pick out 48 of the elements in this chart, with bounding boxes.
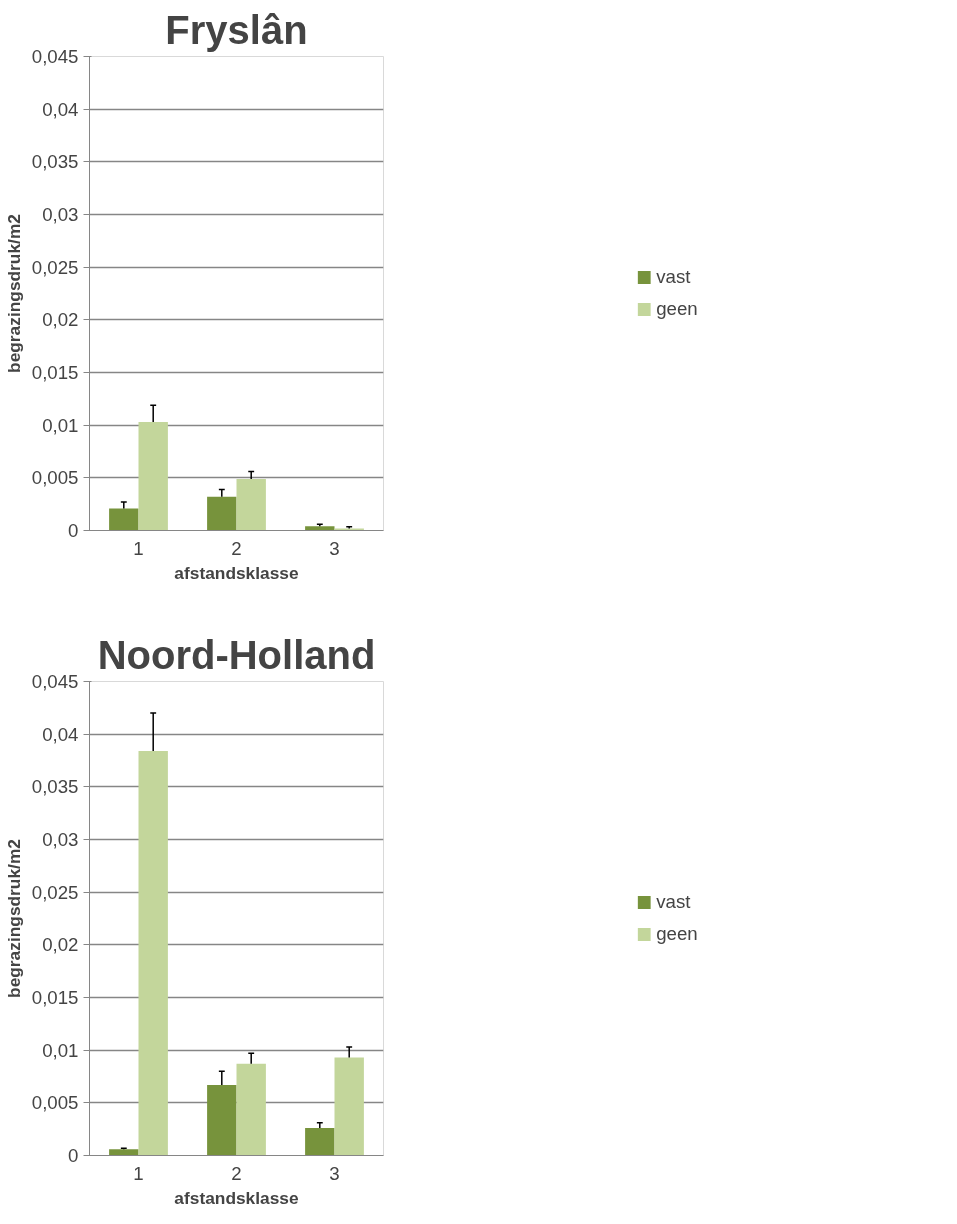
y-tick-label: 0,045: [31, 46, 79, 67]
y-tick-label: 0,005: [31, 1092, 79, 1114]
bar: [305, 1128, 335, 1156]
y-tick-label: 0,035: [31, 151, 79, 173]
x-tick-label: 1: [133, 537, 144, 559]
x-tick-label: 3: [329, 537, 340, 559]
x-tick-label: 2: [231, 1162, 242, 1184]
legend-label: geen: [656, 923, 698, 945]
y-tick-label: 0,03: [42, 204, 79, 225]
y-tick-label: 0,015: [31, 362, 79, 383]
bar: [334, 528, 364, 531]
x-tick-label: 3: [329, 1162, 340, 1184]
y-tick-label: 0,015: [31, 987, 79, 1008]
y-tick-label: 0,01: [42, 1039, 79, 1061]
bar: [305, 526, 335, 531]
y-axis-title: begrazingsdruk/m2: [3, 839, 24, 998]
chart-title: Fryslân: [165, 7, 308, 52]
bar: [207, 496, 237, 531]
bar: [138, 751, 168, 1156]
y-tick-label: 0: [68, 1145, 79, 1166]
x-axis-title: afstandsklasse: [174, 1187, 299, 1208]
y-tick-label: 0,025: [31, 256, 79, 278]
y-tick-label: 0,01: [42, 414, 79, 436]
bar: [207, 1084, 237, 1156]
y-tick-label: 0,035: [31, 776, 79, 798]
x-tick-label: 1: [133, 1162, 144, 1184]
y-axis-title: begrazingsdruk/m2: [3, 214, 24, 373]
bar: [138, 422, 168, 531]
y-tick-label: 0,04: [42, 723, 79, 745]
y-tick-label: 0,04: [42, 98, 79, 120]
bar: [109, 508, 139, 531]
legend-label: vast: [656, 266, 691, 288]
x-axis-title: afstandsklasse: [174, 562, 299, 583]
y-tick-label: 0,02: [42, 934, 79, 956]
y-tick-label: 0,025: [31, 881, 79, 903]
bar: [109, 1149, 139, 1156]
x-tick-label: 2: [231, 537, 242, 559]
y-tick-label: 0,045: [31, 671, 79, 692]
y-tick-label: 0,02: [42, 309, 79, 331]
legend-label: vast: [656, 891, 691, 913]
y-tick-label: 0: [68, 520, 79, 541]
bar: [236, 1063, 266, 1156]
bar: [236, 478, 266, 531]
chart-title: Noord-Holland: [97, 632, 376, 677]
y-tick-label: 0,03: [42, 829, 79, 850]
bar: [334, 1057, 364, 1156]
legend-label: geen: [656, 298, 698, 320]
y-tick-label: 0,005: [31, 467, 79, 489]
